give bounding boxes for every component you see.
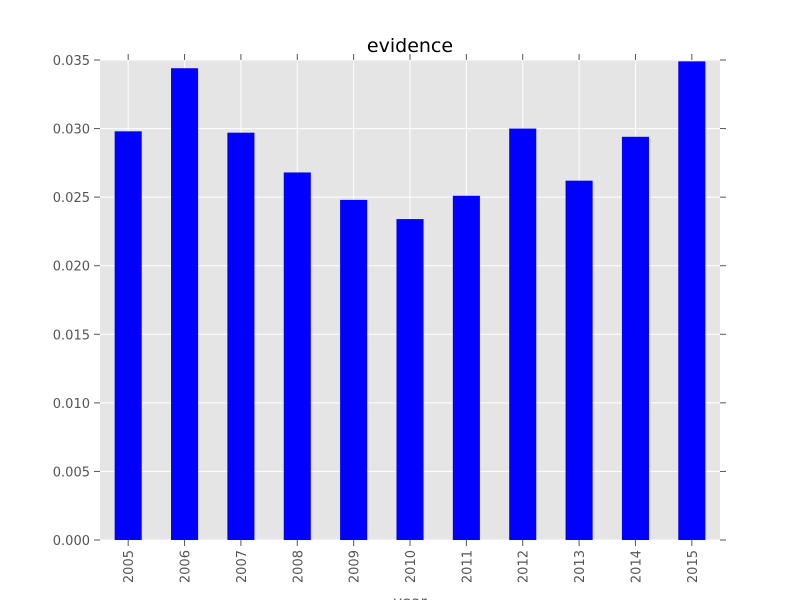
x-tick-label: 2014 <box>629 550 644 583</box>
bar-2010 <box>396 219 424 541</box>
y-tick-label: 0.025 <box>53 191 90 206</box>
bar-2014 <box>621 136 649 541</box>
bar-2008 <box>283 172 311 540</box>
y-tick-label: 0.030 <box>53 123 90 138</box>
x-axis-label: year <box>393 593 427 600</box>
bar-2012 <box>509 128 537 541</box>
bar-2015 <box>678 61 706 540</box>
x-tick-label: 2010 <box>404 550 419 583</box>
x-tick-labels: 2005 2006 2007 2008 2009 2010 2011 2012 2013 2014… <box>122 550 701 583</box>
x-tick-label: 2005 <box>122 550 137 583</box>
bar-2005 <box>114 131 142 541</box>
y-tick-label: 0.010 <box>53 397 90 412</box>
x-tick-label: 2009 <box>348 550 363 583</box>
x-tick-label: 2015 <box>686 550 701 583</box>
chart-title: evidence <box>367 35 453 57</box>
bar-2006 <box>171 68 199 540</box>
y-tick-label: 0.020 <box>53 260 90 275</box>
y-tick-label: 0.015 <box>53 328 90 343</box>
bar-2009 <box>340 199 368 540</box>
bar-2007 <box>227 132 255 540</box>
x-tick-label: 2011 <box>460 550 475 583</box>
x-tick-label: 2008 <box>291 550 306 583</box>
x-tick-label: 2012 <box>517 550 532 583</box>
x-tick-label: 2013 <box>573 550 588 583</box>
bars <box>114 61 706 541</box>
y-tick-label: 0.005 <box>53 465 90 480</box>
y-tick-labels: 0.000 0.005 0.010 0.015 0.020 0.025 0.030 0.035 <box>53 54 90 549</box>
bar-2013 <box>565 180 593 540</box>
x-tick-label: 2007 <box>235 550 250 583</box>
bar-2011 <box>452 195 480 540</box>
x-tick-label: 2006 <box>179 550 194 583</box>
axis-ticks <box>94 54 726 546</box>
y-tick-label: 0.035 <box>53 54 90 69</box>
y-tick-label: 0.000 <box>53 534 90 549</box>
